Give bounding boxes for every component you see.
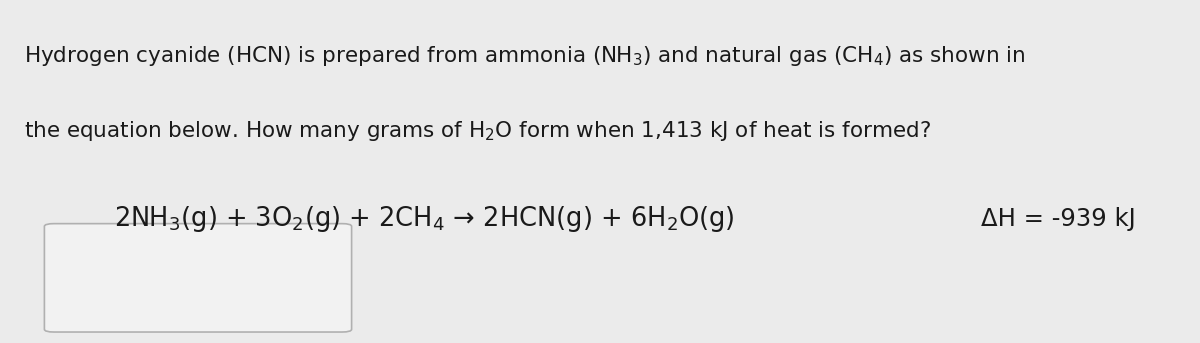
Text: 2NH$\mathregular{_3}$(g) + 3O$\mathregular{_2}$(g) + 2CH$\mathregular{_4}$ → 2HC: 2NH$\mathregular{_3}$(g) + 3O$\mathregul… [114,204,734,234]
FancyBboxPatch shape [44,224,352,332]
Text: ΔH = -939 kJ: ΔH = -939 kJ [980,208,1135,232]
Text: Hydrogen cyanide (HCN) is prepared from ammonia (NH$\mathregular{_3}$) and natur: Hydrogen cyanide (HCN) is prepared from … [24,44,1026,68]
Text: the equation below. How many grams of H$\mathregular{_2}$O form when 1,413 kJ of: the equation below. How many grams of H$… [24,119,931,143]
